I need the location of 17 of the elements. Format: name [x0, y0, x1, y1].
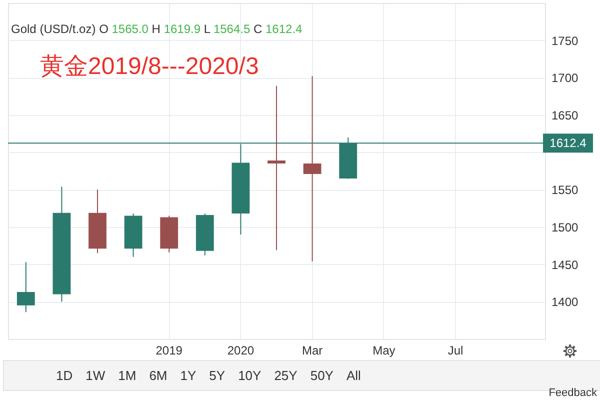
x-tick-label: 2019 [156, 344, 183, 358]
text: 黄金2019/8---2020/3 [40, 52, 259, 81]
y-tick-label: 1650 [552, 108, 579, 122]
x-tick-label: May [372, 344, 396, 358]
x-tick-label: Mar [302, 344, 323, 358]
y-tick-label: 1500 [552, 220, 579, 234]
candlestick [16, 262, 35, 313]
y-tick-label: 1450 [552, 258, 579, 272]
y-tick-label: 1550 [552, 183, 579, 198]
candlestick [268, 85, 286, 251]
y-tick-label: 1700 [552, 71, 579, 86]
y-tick-label: 1750 [552, 34, 579, 48]
y-tick-label: 1400 [552, 295, 579, 310]
x-tick-label: 2020 [227, 344, 254, 358]
chart-title: Gold (USD/t.oz) O 1565.0 H 1619.9 L 1564.5 C 1612.4 [11, 22, 302, 36]
x-tick-label: Jul [448, 344, 464, 358]
ref-line-label: 1612.4 [550, 136, 587, 150]
